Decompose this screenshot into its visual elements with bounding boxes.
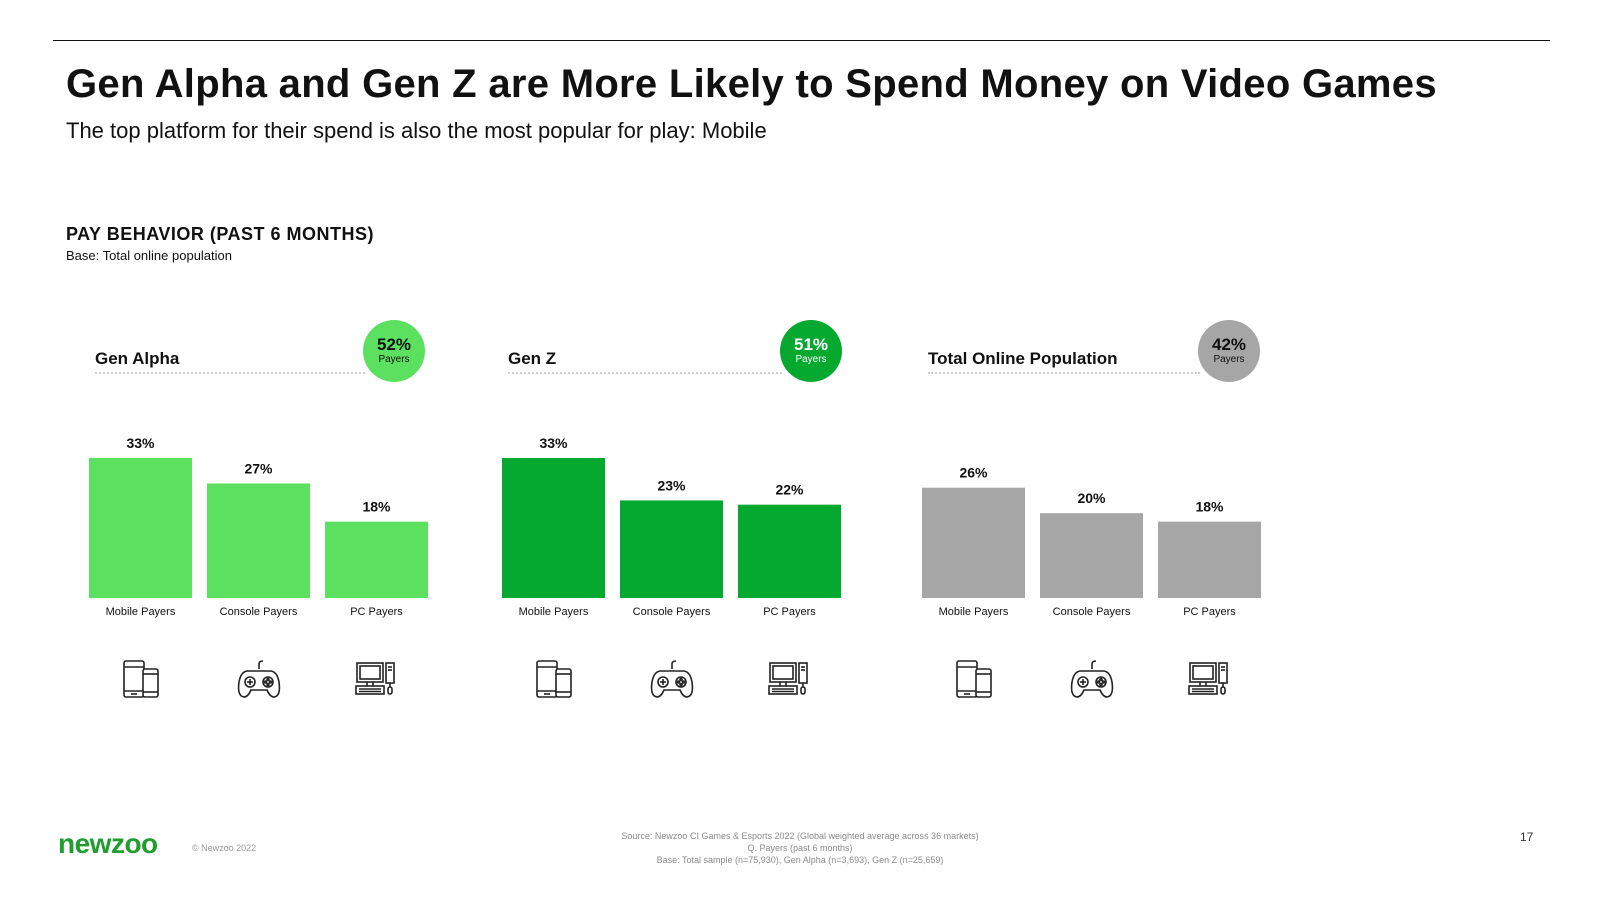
bar-pc-payers [1158,521,1261,598]
panel-header: Total Online Population 42% Payers [928,320,1288,390]
section-title: PAY BEHAVIOR (PAST 6 MONTHS) [66,224,375,244]
page-title: Gen Alpha and Gen Z are More Likely to S… [66,62,1437,106]
badge-value: 51% [793,335,829,354]
category-label: Mobile Payers [519,606,589,618]
desktop-computer-icon [766,658,812,702]
badge-label: Payers [378,354,410,365]
bar-value-label: 27% [244,460,273,476]
bar-value-label: 23% [657,477,686,493]
platform-icons [928,658,1288,704]
dotted-leader [95,372,365,374]
group-name: Gen Z [508,349,557,368]
bar-mobile-payers [922,487,1025,598]
bar-pc-payers [738,504,841,598]
badge-value: 42% [1211,335,1247,354]
gamepad-icon [1069,658,1115,702]
group-name: Total Online Population [928,349,1118,368]
bar-mobile-payers [502,458,605,598]
bar-pc-payers [325,521,428,598]
gamepad-icon [649,658,695,702]
panel-gen-alpha: Gen Alpha 52% Payers 33% Mobile Payers 27%… [89,320,455,720]
category-label: Mobile Payers [939,606,1009,618]
panel-header: Gen Z 51% Payers [508,320,868,390]
bar-value-label: 18% [362,499,391,515]
category-label: PC Payers [1183,606,1236,618]
desktop-computer-icon [1186,658,1232,702]
top-divider [53,40,1550,41]
mobile-devices-icon [951,658,997,702]
bar-chart: 26% Mobile Payers 20% Console Payers 18% PC P… [922,465,1261,618]
source-line: Base: Total sample (n=75,930), Gen Alpha… [656,855,944,865]
source-line: Q. Payers (past 6 months) [747,843,853,853]
category-label: Console Payers [1053,606,1131,618]
bar-value-label: 18% [1195,499,1224,515]
panel-gen-z: Gen Z 51% Payers 33% Mobile Payers 23% Cons… [502,320,868,720]
bar-value-label: 33% [126,435,155,451]
bar-chart: 33% Mobile Payers 27% Console Payers 18% PC P… [89,435,428,618]
category-label: PC Payers [763,606,816,618]
badge-label: Payers [1213,354,1245,365]
source-note: Source: Newzoo CI Games & Esports 2022 (… [520,830,1080,866]
bar-mobile-payers [89,458,192,598]
badge-label: Payers [795,354,827,365]
newzoo-logo: newzoo [58,828,158,859]
bar-console-payers [620,500,723,598]
category-label: Mobile Payers [106,606,176,618]
panel-header: Gen Alpha 52% Payers [95,320,455,390]
mobile-devices-icon [118,658,164,702]
group-name: Gen Alpha [95,349,180,368]
payers-badge: 42% Payers [1198,320,1260,382]
bar-value-label: 20% [1077,490,1106,506]
section-base-note: Base: Total online population [66,248,232,263]
dotted-leader [928,372,1200,374]
gamepad-icon [236,658,282,702]
bar-value-label: 26% [959,465,988,481]
bar-console-payers [1040,513,1143,598]
bar-chart: 33% Mobile Payers 23% Console Payers 22% PC P… [502,435,841,618]
platform-icons [95,658,455,704]
source-line: Source: Newzoo CI Games & Esports 2022 (… [621,831,979,841]
panel-total-online-population: Total Online Population 42% Payers 26% Mo… [922,320,1288,720]
bar-value-label: 22% [775,482,804,498]
payers-badge: 51% Payers [780,320,842,382]
category-label: PC Payers [350,606,403,618]
bar-value-label: 33% [539,435,568,451]
payers-badge: 52% Payers [363,320,425,382]
page-subtitle: The top platform for their spend is also… [66,118,767,143]
page-number: 17 [1520,830,1534,844]
desktop-computer-icon [353,658,399,702]
bar-console-payers [207,483,310,598]
mobile-devices-icon [531,658,577,702]
copyright: © Newzoo 2022 [192,843,257,853]
category-label: Console Payers [220,606,298,618]
dotted-leader [508,372,782,374]
platform-icons [508,658,868,704]
category-label: Console Payers [633,606,711,618]
badge-value: 52% [376,335,412,354]
